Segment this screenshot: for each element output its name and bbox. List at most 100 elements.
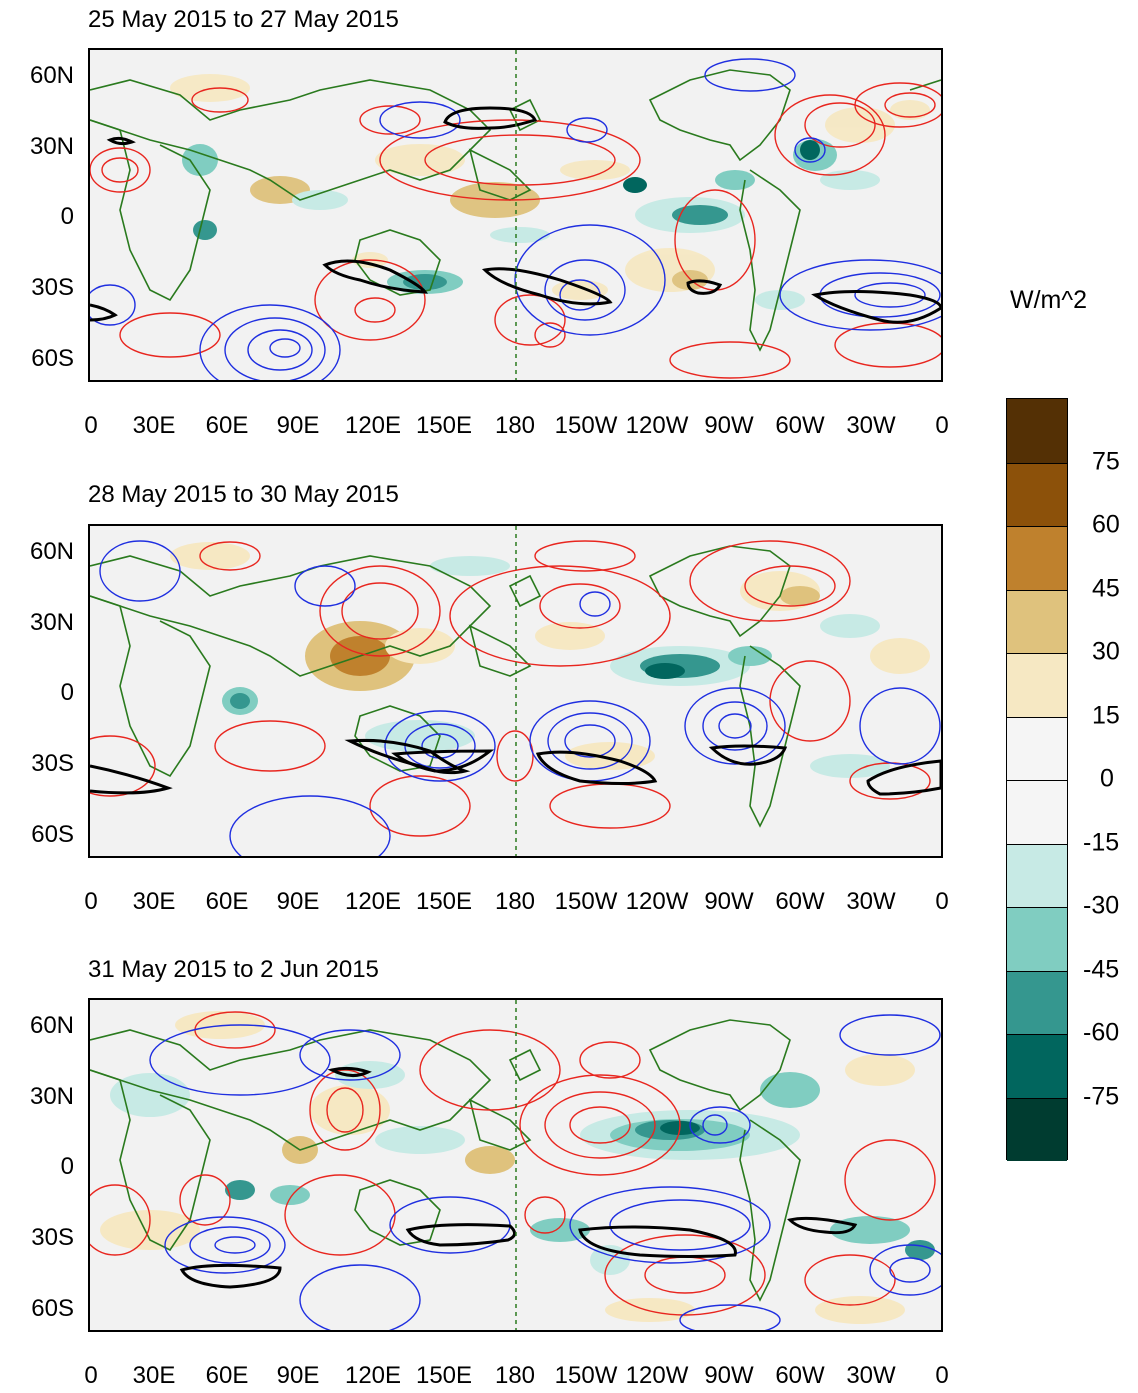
- lat-label: 60N: [29, 62, 74, 89]
- negative-contours: [90, 58, 941, 380]
- lon-label: 120W: [625, 888, 689, 915]
- negative-contours: [149, 1014, 941, 1330]
- lon-label: 90W: [704, 412, 754, 439]
- colorbar-label: 15: [1092, 701, 1120, 729]
- bold-contours: [90, 738, 941, 796]
- lon-label: 90W: [704, 888, 754, 915]
- lon-label: 120E: [344, 888, 402, 915]
- lat-label: 60S: [31, 1295, 74, 1322]
- lon-label: 90E: [276, 1362, 320, 1389]
- lat-label: 30N: [29, 609, 74, 636]
- lat-label: 60S: [31, 821, 74, 848]
- lon-label: 180: [494, 888, 536, 915]
- coastlines: [90, 69, 941, 352]
- colorbar-segment: [1007, 399, 1067, 463]
- colorbar-label: -45: [1083, 955, 1120, 983]
- negative-contours: [99, 540, 941, 856]
- map-plot-area: [88, 524, 943, 858]
- lat-label: 30S: [31, 274, 74, 301]
- panel-title: 31 May 2015 to 2 Jun 2015: [88, 956, 379, 983]
- colorbar-label: 30: [1092, 637, 1120, 666]
- lon-label: 30W: [846, 888, 896, 915]
- colorbar-segment: [1007, 526, 1067, 590]
- lon-label: 150W: [554, 1362, 618, 1389]
- lon-label: 60E: [205, 1362, 249, 1389]
- lon-label: 30E: [132, 888, 176, 915]
- colorbar-label: 0: [1100, 764, 1114, 793]
- lon-label: 180: [494, 1362, 536, 1389]
- lon-label: 150W: [554, 412, 618, 439]
- colorbar-segment: [1007, 653, 1067, 717]
- lon-label: 0: [84, 412, 98, 439]
- colorbar-segment: [1007, 907, 1067, 971]
- positive-contours: [90, 1011, 936, 1316]
- positive-anomaly-shading: [170, 74, 930, 300]
- lat-label: 30S: [31, 750, 74, 777]
- lon-label: 90E: [276, 412, 320, 439]
- lon-label: 90E: [276, 888, 320, 915]
- negative-anomaly-shading: [110, 1061, 935, 1275]
- colorbar-label: -75: [1083, 1082, 1120, 1110]
- colorbar-label: 75: [1092, 447, 1120, 475]
- lon-label: 60W: [775, 412, 825, 439]
- positive-anomaly-shading: [170, 542, 930, 770]
- lon-label: 0: [935, 412, 949, 439]
- coastlines: [90, 545, 801, 828]
- lat-label: 60S: [31, 345, 74, 372]
- panel-title: 28 May 2015 to 30 May 2015: [88, 481, 399, 508]
- bold-contours: [179, 1066, 858, 1289]
- lon-label: 150E: [415, 412, 473, 439]
- colorbar-label: -30: [1083, 891, 1120, 920]
- lon-label: 120W: [625, 412, 689, 439]
- colorbar-units: W/m^2: [1010, 286, 1088, 314]
- colorbar-label: -60: [1083, 1018, 1120, 1047]
- lon-label: 60E: [205, 888, 249, 915]
- lon-label: 0: [935, 888, 949, 915]
- lon-label: 0: [84, 1362, 98, 1389]
- lat-label: 60N: [29, 1012, 74, 1039]
- positive-anomaly-shading: [100, 1011, 915, 1324]
- lon-label: 120E: [344, 1362, 402, 1389]
- map-field-graphic: [90, 1000, 941, 1330]
- negative-anomaly-shading: [182, 139, 880, 310]
- lon-label: 30E: [132, 412, 176, 439]
- lon-label: 60W: [775, 888, 825, 915]
- positive-contours: [90, 540, 931, 837]
- lon-label: 30W: [846, 1362, 896, 1389]
- lat-label: 0: [60, 1153, 74, 1180]
- lat-label: 30N: [29, 133, 74, 160]
- bold-contours: [90, 106, 941, 324]
- colorbar-label: 60: [1092, 510, 1120, 539]
- lon-label: 60E: [205, 412, 249, 439]
- colorbar-segment: [1007, 1097, 1067, 1161]
- lon-label: 30W: [846, 412, 896, 439]
- lat-label: 30N: [29, 1083, 74, 1110]
- lat-label: 60N: [29, 538, 74, 565]
- lon-label: 120W: [625, 1362, 689, 1389]
- colorbar: [1006, 398, 1068, 1161]
- colorbar-segment: [1007, 462, 1067, 526]
- lon-label: 180: [494, 412, 536, 439]
- map-field-graphic: [90, 526, 941, 856]
- lon-label: 150E: [415, 888, 473, 915]
- lon-label: 30E: [132, 1362, 176, 1389]
- lon-label: 120E: [344, 412, 402, 439]
- lon-label: 60W: [775, 1362, 825, 1389]
- colorbar-segment: [1007, 970, 1067, 1034]
- panel-title: 25 May 2015 to 27 May 2015: [88, 6, 399, 33]
- lon-label: 0: [84, 888, 98, 915]
- colorbar-segment: [1007, 1034, 1067, 1098]
- colorbar-segment: [1007, 716, 1067, 780]
- colorbar-segment: [1007, 589, 1067, 653]
- colorbar-segment: [1007, 780, 1067, 844]
- negative-anomaly-shading: [222, 556, 890, 778]
- colorbar-segment: [1007, 843, 1067, 907]
- map-plot-area: [88, 998, 943, 1332]
- lon-label: 90W: [704, 1362, 754, 1389]
- lon-label: 150W: [554, 888, 618, 915]
- lat-label: 0: [60, 203, 74, 230]
- lon-label: 150E: [415, 1362, 473, 1389]
- lon-label: 0: [935, 1362, 949, 1389]
- lat-label: 0: [60, 679, 74, 706]
- colorbar-label: -15: [1083, 828, 1120, 856]
